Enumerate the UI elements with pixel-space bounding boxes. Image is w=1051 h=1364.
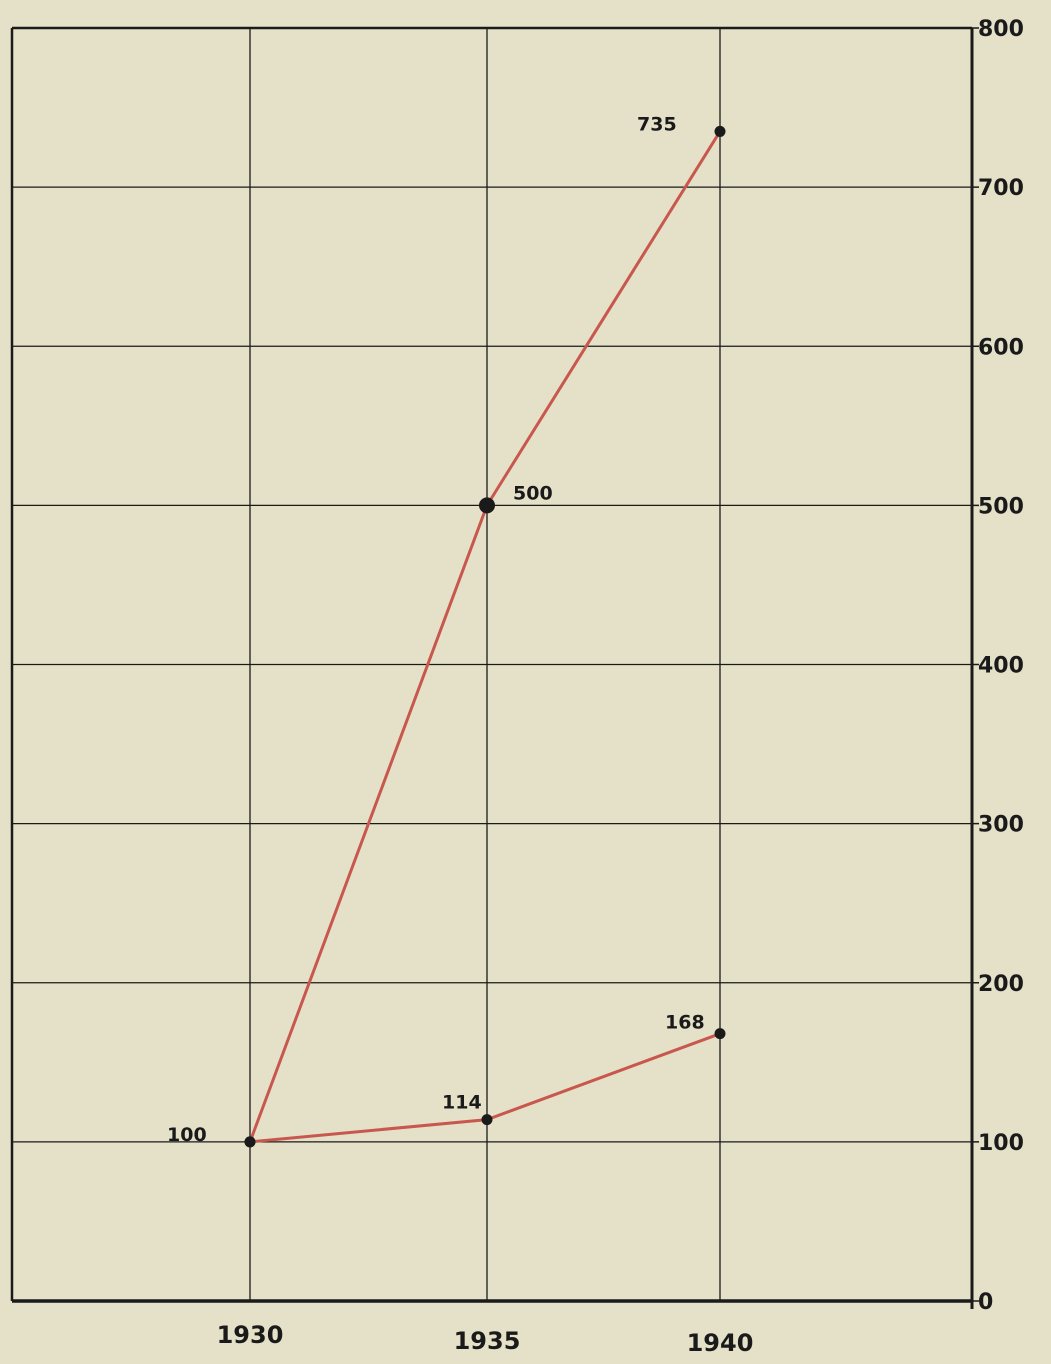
series-2-point [714, 1028, 726, 1040]
y-tick-label: 100 [978, 1131, 1024, 1156]
data-label-series-1: 735 [637, 113, 677, 135]
data-label-series-2: 168 [665, 1012, 705, 1034]
series-2-line [249, 1032, 721, 1144]
data-label-series-1: 500 [513, 482, 553, 504]
data-label-series-2: 114 [442, 1092, 482, 1114]
x-axis-tick-labels: 1930 1935 1940 [217, 1321, 754, 1357]
y-tick-label: 0 [978, 1290, 993, 1315]
y-tick-label: 800 [978, 17, 1024, 42]
series-1-point [714, 125, 726, 137]
series-2-point [481, 1114, 493, 1126]
y-tick-label: 500 [978, 494, 1024, 519]
y-axis-tick-labels: 0 100 200 300 400 500 600 700 800 [978, 17, 1024, 1315]
x-tick-label: 1940 [687, 1329, 754, 1357]
data-label-series-1: 100 [167, 1124, 207, 1146]
grid-layer [12, 27, 979, 1302]
series-layer [244, 125, 726, 1148]
series-1-point [479, 497, 495, 514]
x-tick-label: 1935 [454, 1327, 521, 1355]
series-2-point [244, 1136, 256, 1148]
x-tick-label: 1930 [217, 1321, 284, 1349]
data-labels: 100 500 735 114 168 [167, 113, 705, 1145]
series-1-line [248, 130, 722, 1143]
y-tick-label: 700 [978, 176, 1024, 201]
y-tick-label: 300 [978, 813, 1024, 838]
plot-frame [10, 26, 974, 1309]
y-tick-label: 200 [978, 972, 1024, 997]
y-tick-label: 600 [978, 335, 1024, 360]
y-tick-label: 400 [978, 654, 1024, 679]
